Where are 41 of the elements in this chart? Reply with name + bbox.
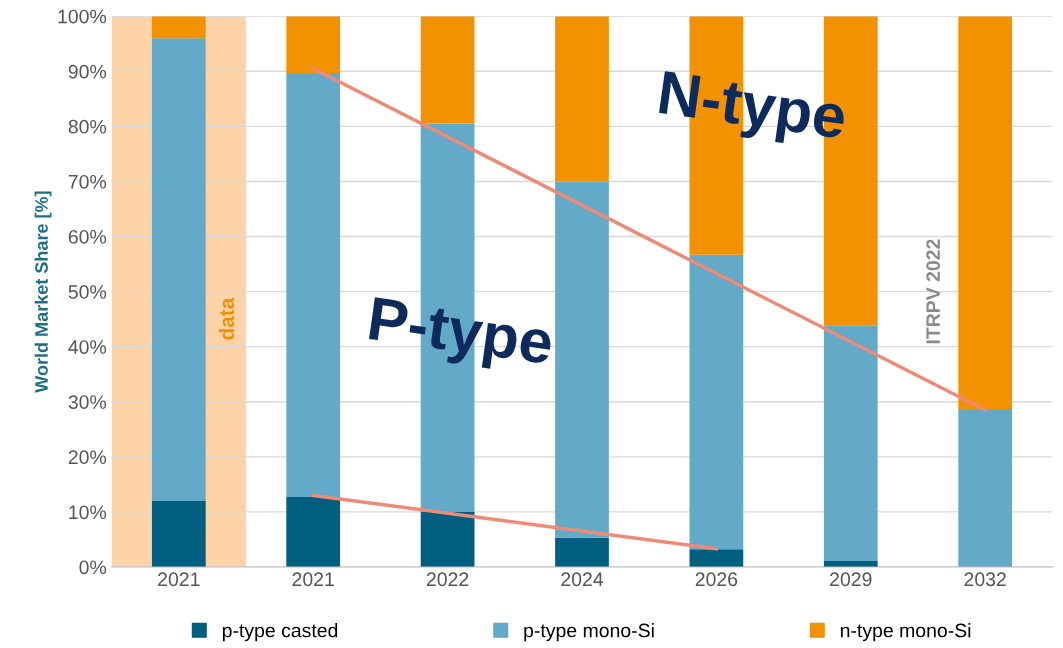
y-axis-title: World Market Share [%] xyxy=(34,191,52,393)
y-tick-label: 100% xyxy=(58,9,107,24)
band-label: data xyxy=(218,297,235,340)
legend-label: p-type mono-Si xyxy=(524,623,654,642)
bar xyxy=(555,537,609,567)
y-tick-label: 20% xyxy=(68,450,107,465)
bar xyxy=(555,181,609,538)
annotation: P-type xyxy=(367,297,554,377)
y-tick-label: 90% xyxy=(68,64,107,79)
annotation: N-type xyxy=(657,71,848,151)
bar xyxy=(151,500,206,567)
y-tick-label: 80% xyxy=(68,119,107,134)
x-tick-label: 2026 xyxy=(695,572,738,587)
bar xyxy=(286,72,341,498)
bar xyxy=(958,16,1013,409)
bar xyxy=(555,16,609,182)
bar xyxy=(420,16,475,124)
y-tick-label: 50% xyxy=(68,285,107,299)
bar xyxy=(286,497,341,567)
x-tick-label: 2022 xyxy=(426,572,469,587)
x-tick-label: 2029 xyxy=(830,572,872,587)
legend-label: p-type casted xyxy=(222,623,338,642)
bar xyxy=(689,254,744,550)
y-tick-label: 30% xyxy=(68,395,107,409)
bar xyxy=(823,325,878,561)
bar xyxy=(151,16,206,39)
annotation: ITRPV 2022 xyxy=(926,239,940,344)
y-tick-label: 10% xyxy=(69,505,107,520)
y-tick-label: 70% xyxy=(68,174,107,189)
x-tick-label: 2024 xyxy=(561,572,604,587)
x-tick-label: 2032 xyxy=(964,572,1006,587)
y-tick-label: 60% xyxy=(68,229,107,244)
legend-label: n-type mono-Si xyxy=(840,623,971,642)
bar xyxy=(958,408,1013,567)
bar xyxy=(286,16,341,73)
bar xyxy=(420,511,475,567)
y-tick-label: 40% xyxy=(68,340,107,354)
x-tick-label: 2021 xyxy=(292,572,334,587)
x-tick-label: 2021 xyxy=(158,572,200,587)
bar xyxy=(689,549,744,567)
y-tick-label: 0% xyxy=(79,560,107,575)
